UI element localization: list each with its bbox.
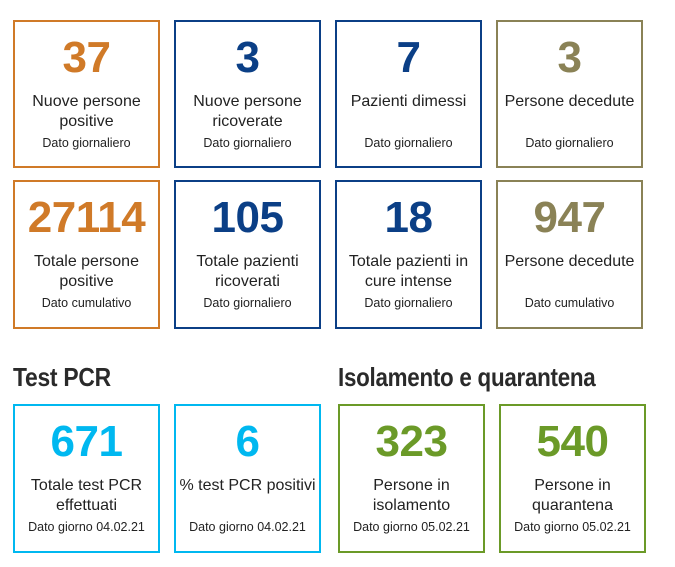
stat-note: Dato giorno 04.02.21 — [28, 520, 145, 534]
stat-card-isolation: 323 Persone in isolamento Dato giorno 05… — [338, 404, 485, 553]
stat-note: Dato giornaliero — [525, 136, 614, 150]
stat-label: Nuove persone ricoverate — [193, 93, 302, 130]
stat-value: 18 — [384, 193, 433, 242]
stat-note: Dato giornaliero — [203, 296, 292, 310]
stat-note: Dato giornaliero — [42, 136, 131, 150]
stat-card-new-hospitalized: 3 Nuove persone ricoverate Dato giornali… — [174, 20, 321, 168]
stat-value: 947 — [533, 193, 606, 242]
stat-label: Totale test PCR effettuati — [30, 477, 143, 514]
stat-value: 671 — [50, 417, 123, 466]
stat-card-total-hospitalized: 105 Totale pazienti ricoverati Dato gior… — [174, 180, 321, 329]
stat-card-discharged: 7 Pazienti dimessi Dato giornaliero — [335, 20, 482, 168]
stat-value: 323 — [375, 417, 448, 466]
stat-note: Dato cumulativo — [41, 296, 132, 310]
stat-value: 3 — [235, 33, 260, 82]
stat-card-pcr-tests: 671 Totale test PCR effettuati Dato gior… — [13, 404, 160, 553]
stat-card-new-deaths: 3 Persone decedute Dato giornaliero — [496, 20, 643, 168]
stat-label: Totale persone positive — [34, 253, 139, 290]
section-title-pcr: Test PCR — [13, 362, 111, 392]
stat-value: 3 — [557, 33, 582, 82]
stat-note: Dato giorno 05.02.21 — [514, 520, 631, 534]
stat-card-new-positives: 37 Nuove persone positive Dato giornalie… — [13, 20, 160, 168]
stat-label: Persone in isolamento — [372, 477, 451, 514]
stat-note: Dato giornaliero — [203, 136, 292, 150]
stat-value: 7 — [396, 33, 421, 82]
stat-note: Dato giorno 04.02.21 — [189, 520, 306, 534]
stat-label: % test PCR positivi — [179, 477, 316, 494]
stat-note: Dato giornaliero — [364, 296, 453, 310]
stat-note: Dato cumulativo — [524, 296, 615, 310]
stat-value: 540 — [536, 417, 609, 466]
stat-label: Totale pazienti in cure intense — [348, 253, 469, 290]
stat-card-total-positives: 27114 Totale persone positive Dato cumul… — [13, 180, 160, 329]
stat-card-quarantine: 540 Persone in quarantena Dato giorno 05… — [499, 404, 646, 553]
stat-label: Pazienti dimessi — [350, 93, 467, 110]
stat-value: 105 — [211, 193, 284, 242]
section-title-isolation: Isolamento e quarantena — [338, 362, 596, 392]
stat-label: Persone decedute — [504, 93, 635, 110]
stat-label: Nuove persone positive — [32, 93, 141, 130]
stat-label: Persone in quarantena — [532, 477, 613, 514]
stat-note: Dato giornaliero — [364, 136, 453, 150]
stat-card-pcr-positive-rate: 6 % test PCR positivi Dato giorno 04.02.… — [174, 404, 321, 553]
stat-value: 37 — [62, 33, 111, 82]
stat-card-intensive-care: 18 Totale pazienti in cure intense Dato … — [335, 180, 482, 329]
stat-label: Persone decedute — [504, 253, 635, 270]
stat-value: 27114 — [27, 193, 146, 242]
stat-value: 6 — [235, 417, 260, 466]
stat-note: Dato giorno 05.02.21 — [353, 520, 470, 534]
stat-card-total-deaths: 947 Persone decedute Dato cumulativo — [496, 180, 643, 329]
stat-label: Totale pazienti ricoverati — [196, 253, 299, 290]
